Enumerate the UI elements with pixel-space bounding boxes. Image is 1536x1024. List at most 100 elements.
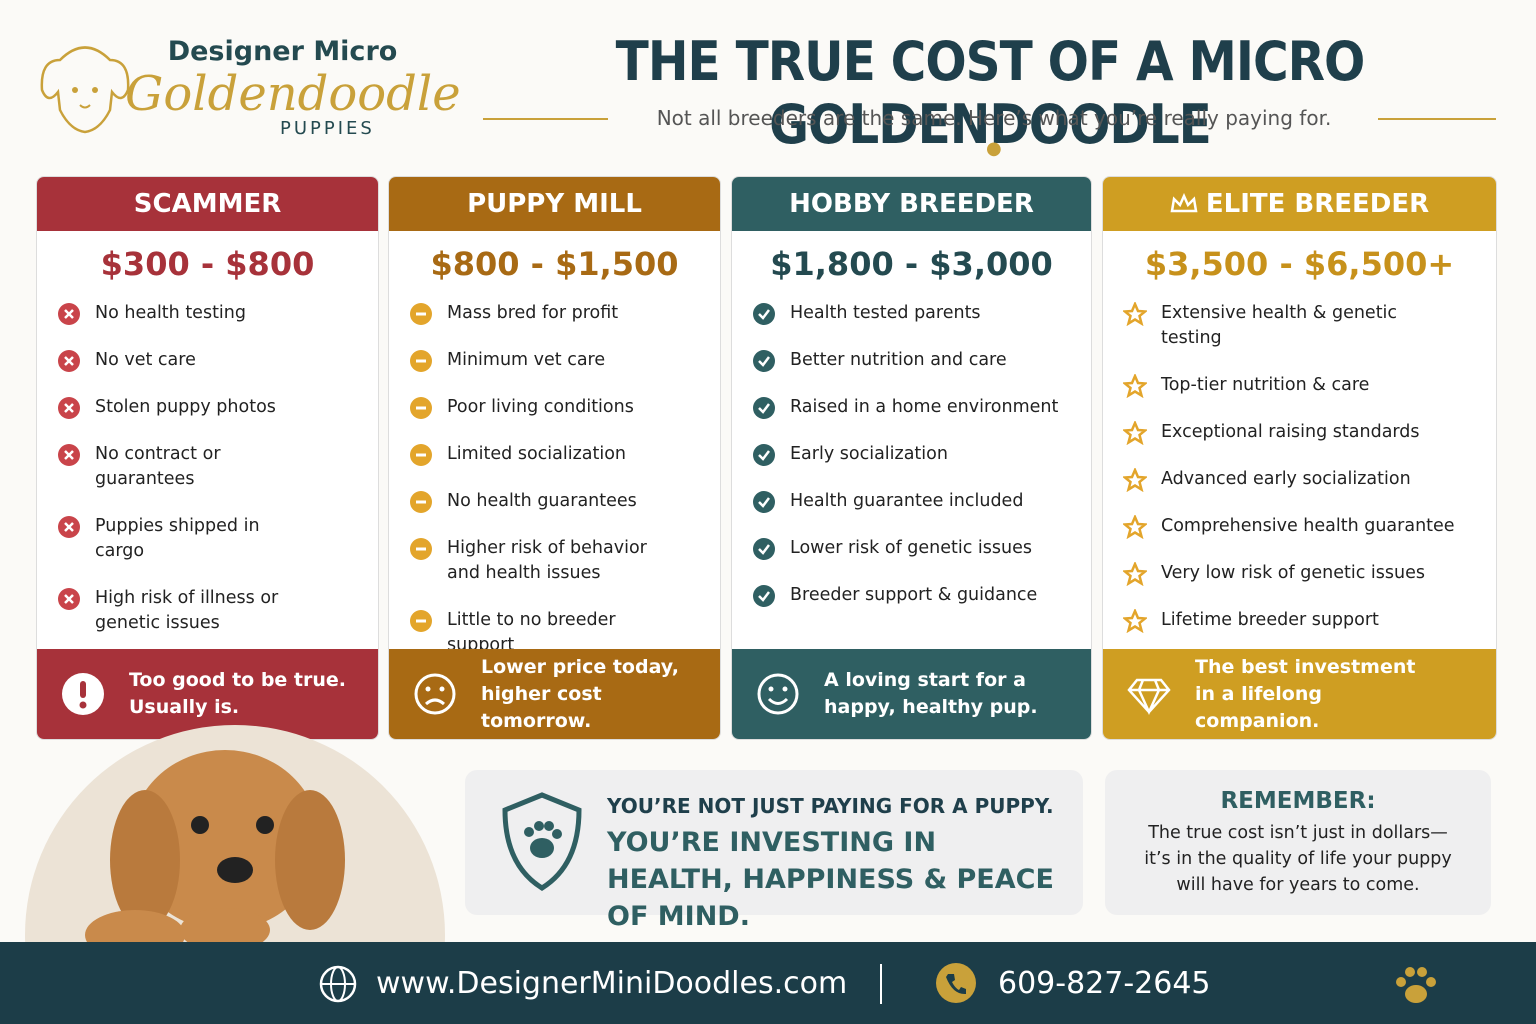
price-range: $300 - $800	[100, 245, 315, 283]
feature-icon	[410, 538, 432, 560]
column-header: SCAMMER	[37, 177, 378, 231]
paw-icon	[1396, 967, 1436, 1003]
column-header: ELITE BREEDER	[1103, 177, 1496, 231]
breeder-column: HOBBY BREEDER $1,800 - $3,000 Health teste…	[731, 176, 1092, 740]
feature-icon	[58, 588, 80, 610]
feature-list: Health tested parents Better nutrition an…	[732, 301, 1091, 608]
feature-text: No vet care	[95, 350, 196, 370]
feature-text: Mass bred for profit	[447, 303, 619, 323]
feature-icon	[753, 350, 775, 372]
feature-icon	[410, 610, 432, 632]
feature-item: Higher risk of behavior and health issue…	[409, 536, 700, 586]
feature-text: No health testing	[95, 303, 246, 323]
feature-icon	[753, 491, 775, 513]
column-footer: The best investment in a lifelong compan…	[1103, 649, 1496, 739]
column-title: SCAMMER	[133, 189, 282, 219]
feature-text: Breeder support & guidance	[790, 585, 1038, 605]
feature-item: Mass bred for profit	[409, 301, 700, 326]
feature-item: Lifetime breeder support	[1123, 608, 1476, 633]
website[interactable]: www.DesignerMiniDoodles.com	[376, 966, 848, 1001]
feature-text: Comprehensive health guarantee	[1161, 516, 1455, 536]
feature-icon	[1123, 302, 1147, 326]
feature-item: Breeder support & guidance	[752, 583, 1071, 608]
feature-text: Limited socialization	[447, 444, 627, 464]
feature-item: Comprehensive health guarantee	[1123, 514, 1476, 539]
feature-item: No vet care	[57, 348, 358, 373]
rule	[483, 118, 608, 120]
logo-line3: PUPPIES	[280, 118, 375, 139]
feature-item: Limited socialization	[409, 442, 700, 467]
feature-icon	[58, 303, 80, 325]
footer-icon	[62, 673, 104, 715]
promise-line2: YOU’RE INVESTING IN HEALTH, HAPPINESS & …	[607, 827, 1054, 932]
feature-item: High risk of illness or genetic issues	[57, 586, 358, 636]
feature-item: Stolen puppy photos	[57, 395, 358, 420]
footer-text: Too good to be true. Usually is.	[129, 669, 347, 718]
footer-icon	[757, 673, 799, 715]
breeder-column: SCAMMER $300 - $800 No health testing No ve…	[36, 176, 379, 740]
column-footer: Lower price today, higher cost tomorrow.	[389, 649, 720, 739]
feature-text: Advanced early socialization	[1161, 469, 1411, 489]
feature-icon	[1123, 609, 1147, 633]
footer-bar: www.DesignerMiniDoodles.com 609-827-2645	[0, 942, 1536, 1024]
globe-icon	[319, 965, 357, 1003]
subtitle: Not all breeders are the same. Here’s wh…	[656, 106, 1332, 130]
promise-line1: YOU’RE NOT JUST PAYING FOR A PUPPY.	[607, 794, 1054, 818]
feature-item: Poor living conditions	[409, 395, 700, 420]
remember-box: REMEMBER: The true cost isn’t just in do…	[1105, 770, 1491, 915]
feature-icon	[1123, 374, 1147, 398]
remember-title: REMEMBER:	[1220, 788, 1376, 814]
feature-icon	[1123, 562, 1147, 586]
price-range: $800 - $1,500	[430, 245, 679, 283]
footer-text: A loving start for a happy, healthy pup.	[824, 669, 1038, 718]
paw-icon: ●	[986, 138, 1002, 159]
feature-item: Minimum vet care	[409, 348, 700, 373]
feature-text: Raised in a home environment	[790, 397, 1059, 417]
footer-icon	[1127, 678, 1171, 716]
feature-item: Early socialization	[752, 442, 1071, 467]
feature-text: Very low risk of genetic issues	[1161, 563, 1425, 583]
column-header: PUPPY MILL	[389, 177, 720, 231]
feature-text: Top-tier nutrition & care	[1161, 375, 1370, 395]
feature-text: Extensive health & genetic testing	[1161, 303, 1398, 348]
feature-list: No health testing No vet care Stolen puppy…	[37, 301, 378, 708]
feature-icon	[753, 538, 775, 560]
feature-text: No contract or guarantees	[95, 444, 221, 489]
shield-icon	[502, 792, 582, 891]
feature-item: No health guarantees	[409, 489, 700, 514]
rule	[1378, 118, 1496, 120]
logo-dog-icon	[40, 46, 130, 134]
feature-icon	[410, 350, 432, 372]
breeder-column: PUPPY MILL $800 - $1,500 Mass bred for pro…	[388, 176, 721, 740]
phone[interactable]: 609-827-2645	[998, 966, 1211, 1001]
feature-icon	[1123, 468, 1147, 492]
feature-item: Puppies shipped in cargo	[57, 514, 358, 564]
feature-text: Health tested parents	[790, 303, 981, 323]
feature-icon	[58, 350, 80, 372]
feature-text: Stolen puppy photos	[95, 397, 276, 417]
feature-item: Top-tier nutrition & care	[1123, 373, 1476, 398]
feature-text: Health guarantee included	[790, 491, 1024, 511]
logo-line1: Designer Micro	[167, 36, 398, 67]
feature-item: Exceptional raising standards	[1123, 420, 1476, 445]
footer-text: The best investment in a lifelong compan…	[1195, 655, 1416, 732]
feature-text: Better nutrition and care	[790, 350, 1007, 370]
feature-item: Very low risk of genetic issues	[1123, 561, 1476, 586]
breeder-column: ELITE BREEDER $3,500 - $6,500+ Extensive h…	[1102, 176, 1497, 740]
divider	[880, 964, 882, 1004]
logo-line2: Goldendoodle	[125, 66, 461, 122]
feature-icon	[410, 303, 432, 325]
feature-icon	[58, 516, 80, 538]
feature-list: Mass bred for profit Minimum vet care Poor…	[389, 301, 720, 658]
feature-icon	[410, 397, 432, 419]
footer-icon	[414, 673, 456, 715]
column-title: PUPPY MILL	[467, 189, 642, 219]
feature-list: Extensive health & genetic testing Top-ti…	[1103, 301, 1496, 633]
feature-icon	[753, 585, 775, 607]
feature-icon	[753, 444, 775, 466]
feature-icon	[1123, 515, 1147, 539]
price-range: $1,800 - $3,000	[770, 245, 1053, 283]
feature-text: Puppies shipped in cargo	[95, 516, 260, 561]
feature-text: Minimum vet care	[447, 350, 606, 370]
